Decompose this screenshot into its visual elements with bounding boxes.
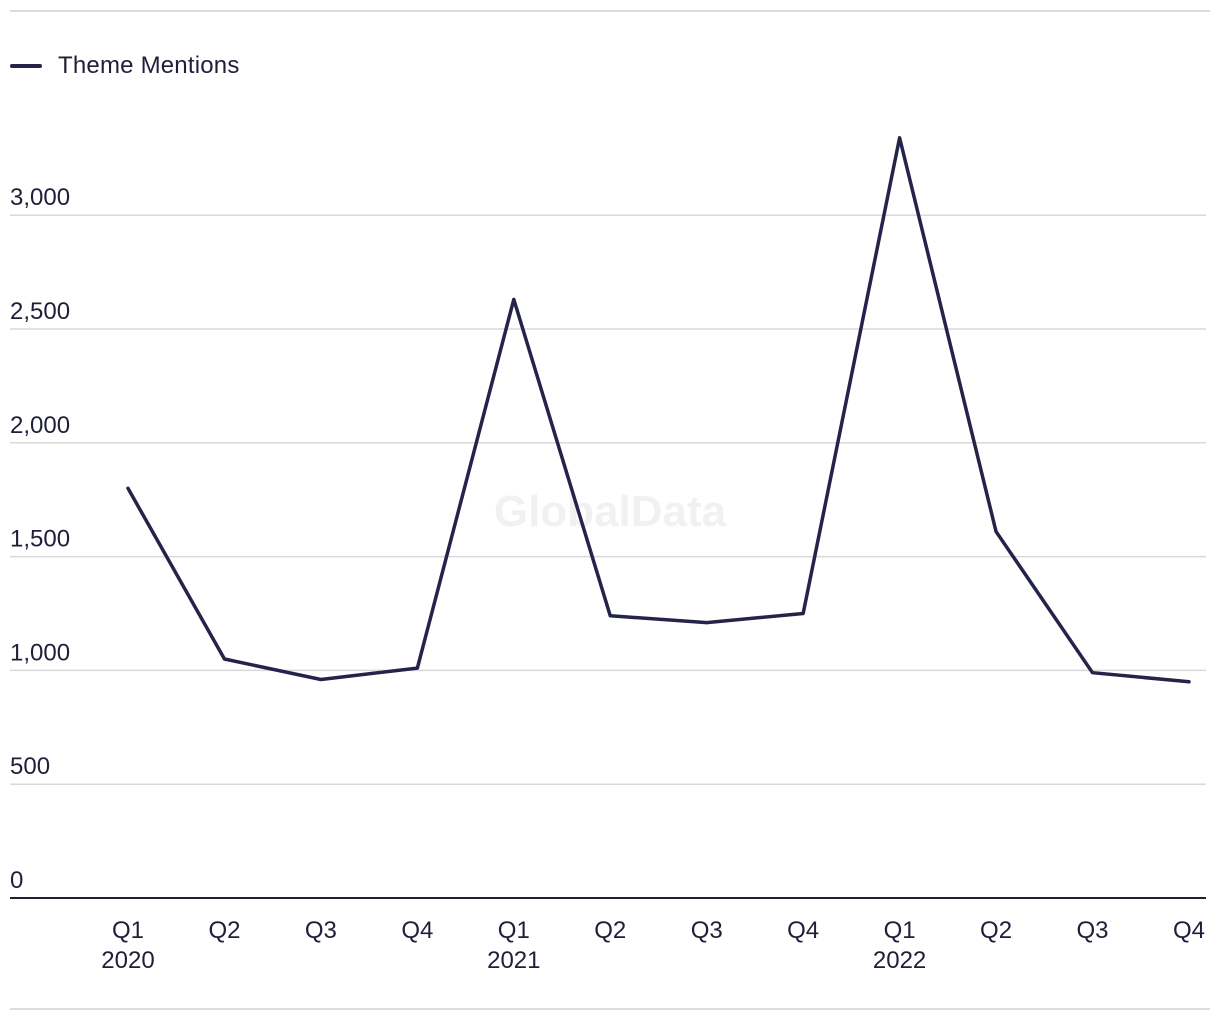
data-point (319, 678, 323, 682)
y-axis-ticks: 0 500 1,000 1,500 2,000 2,500 3,000 (10, 184, 70, 894)
y-tick-label: 3,000 (10, 184, 70, 211)
data-point (1187, 680, 1191, 684)
data-point (898, 136, 902, 140)
x-tick-label: Q3 (691, 917, 723, 944)
x-tick-label: Q2 (980, 917, 1012, 944)
data-point (512, 297, 516, 301)
bottom-border (10, 1008, 1210, 1010)
y-tick-label: 2,500 (10, 298, 70, 325)
y-tick-label: 1,000 (10, 639, 70, 666)
x-tick-label: Q3 (305, 917, 337, 944)
data-point (222, 657, 226, 661)
series (126, 136, 1191, 684)
data-point (994, 530, 998, 534)
data-point (126, 486, 130, 490)
legend-swatch (10, 64, 42, 68)
x-tick-label: Q4 (1173, 917, 1205, 944)
data-point (705, 621, 709, 625)
x-tick-label: Q1 (884, 917, 916, 944)
watermark: GlobalData (494, 487, 727, 536)
data-point (1091, 671, 1094, 675)
y-tick-label: 0 (10, 867, 23, 894)
data-point (415, 666, 419, 670)
y-tick-label: 2,000 (10, 412, 70, 439)
x-tick-year-label: 2022 (873, 947, 926, 974)
legend-label: Theme Mentions (58, 52, 240, 79)
x-tick-label: Q4 (787, 917, 819, 944)
x-tick-year-label: 2020 (101, 947, 154, 974)
y-tick-label: 1,500 (10, 526, 70, 553)
y-tick-label: 500 (10, 753, 50, 780)
series-line-theme-mentions (126, 136, 1191, 684)
x-tick-label: Q2 (594, 917, 626, 944)
data-point (801, 612, 805, 615)
data-point (608, 614, 612, 618)
x-tick-year-label: 2021 (487, 947, 540, 974)
top-border (10, 10, 1210, 12)
x-tick-label: Q2 (208, 917, 240, 944)
x-tick-label: Q4 (401, 917, 433, 944)
x-tick-label: Q3 (1076, 917, 1108, 944)
gridlines (10, 214, 1206, 785)
legend: Theme Mentions (10, 50, 240, 82)
x-tick-label: Q1 (112, 917, 144, 944)
x-tick-label: Q1 (498, 917, 530, 944)
x-axis-ticks: Q1 2020 Q2 Q3 Q4 Q1 2021 Q2 Q3 Q4 Q1 2022 Q2 Q3 Q4 (101, 917, 1205, 974)
